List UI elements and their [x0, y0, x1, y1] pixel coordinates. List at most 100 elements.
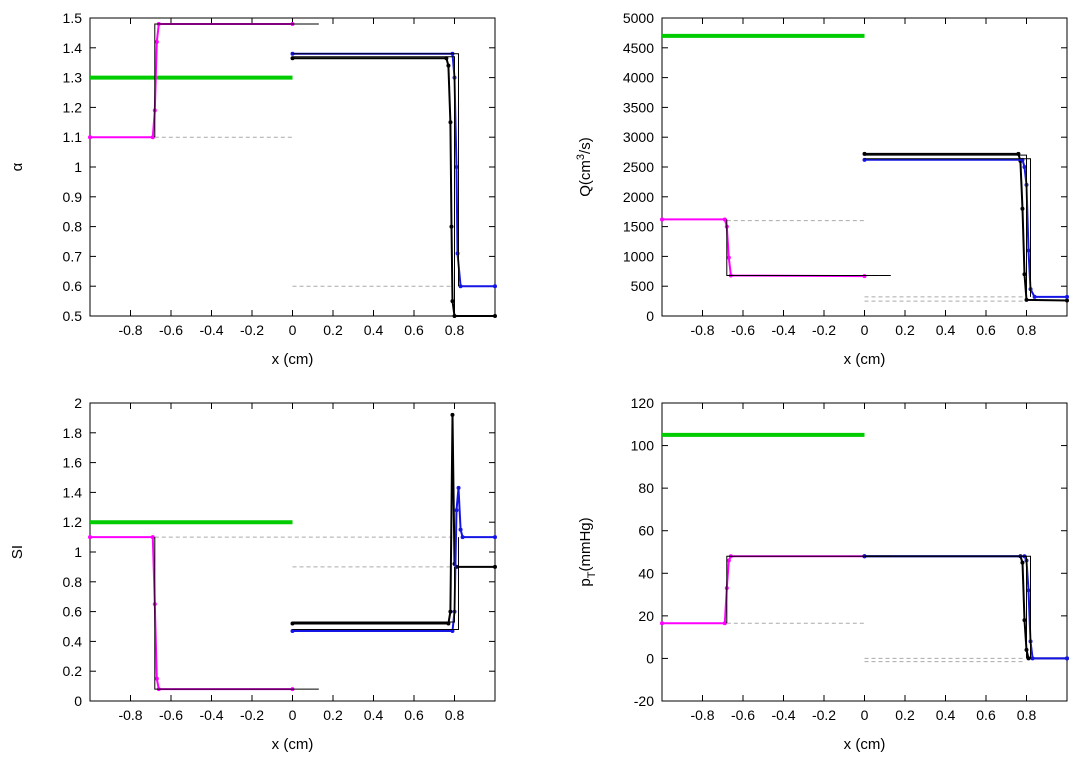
- x-tick-label: 0.8: [445, 707, 465, 723]
- series-magenta-numerical-point: [88, 535, 92, 540]
- series-blue-numerical-daughter-point: [1026, 588, 1031, 593]
- x-tick-label: 0: [289, 322, 297, 338]
- y-tick-label: 0: [646, 650, 654, 666]
- series-magenta-numerical-point: [660, 217, 664, 222]
- series-magenta-numerical-point: [88, 135, 92, 140]
- series-blue-numerical-daughter-point: [493, 535, 497, 540]
- x-tick-label: 0.8: [1017, 707, 1037, 723]
- series-blue-numerical-daughter-point: [458, 284, 463, 289]
- chart-alpha: -0.8 -0.6 -0.4 -0.2 0 0.2 0.4 0.6 0.8 0.5 0.6 0.7 0.…: [9, 10, 497, 368]
- series-magenta-numerical-point: [150, 535, 155, 540]
- series-magenta-numerical-point: [722, 217, 727, 222]
- x-tick-label: 0.2: [323, 322, 343, 338]
- y-tick-label: 80: [638, 480, 654, 496]
- x-tick-label: -0.2: [240, 707, 264, 723]
- series-magenta-numerical-point: [660, 621, 664, 626]
- series-black-numerical-daughter-line: [292, 414, 495, 625]
- x-tick-label: 0: [861, 707, 869, 723]
- y-tick-label: 1000: [623, 248, 654, 264]
- series-exact-parent-line: [726, 219, 891, 276]
- series-magenta-numerical-point: [154, 39, 159, 44]
- series-exact-daughter-2-line: [864, 555, 1031, 659]
- x-tick-label: 0: [861, 322, 869, 338]
- x-tick-label: 0.2: [323, 707, 343, 723]
- y-tick-label: 0: [74, 693, 82, 709]
- y-tick-label: 0.6: [63, 604, 83, 620]
- y-tick-label: 1.3: [63, 70, 83, 86]
- y-tick-label: 1.5: [63, 10, 83, 26]
- y-tick-label: 4500: [623, 40, 654, 56]
- y-tick-label: 5000: [623, 10, 654, 26]
- series-magenta-numerical-line: [662, 555, 865, 625]
- series-magenta-numerical-point: [154, 676, 159, 681]
- x-axis-label: x (cm): [844, 736, 886, 753]
- series-blue-numerical-daughter-point: [1032, 294, 1037, 299]
- x-tick-label: 0.2: [895, 322, 915, 338]
- series-exact-daughter-line: [292, 56, 455, 316]
- x-tick-label: 0: [289, 707, 297, 723]
- chart-pT: -0.8 -0.6 -0.4 -0.2 0 0.2 0.4 0.6 0.8 -20 0 20 40 60 8…: [577, 395, 1069, 753]
- x-tick-label: 0.4: [364, 707, 384, 723]
- y-tick-label: -20: [634, 693, 654, 709]
- x-tick-label: -0.8: [690, 707, 714, 723]
- series-black-numerical-daughter-point: [493, 314, 497, 318]
- y-tick-label: 0.5: [63, 308, 83, 324]
- chart-SI: -0.8 -0.6 -0.4 -0.2 0 0.2 0.4 0.6 0.8 0 0.2 0.4 0.6 0…: [9, 395, 497, 753]
- x-tick-label: -0.4: [771, 322, 795, 338]
- x-tick-label: -0.8: [690, 322, 714, 338]
- series-blue-numerical-daughter-point: [493, 284, 497, 289]
- series-black-numerical-daughter-point: [1065, 298, 1069, 303]
- y-tick-label: 1.4: [63, 40, 83, 56]
- x-tick-label: -0.6: [731, 707, 755, 723]
- x-tick-label: 0.6: [976, 322, 996, 338]
- x-tick-label: 0.6: [976, 707, 996, 723]
- x-tick-label: -0.2: [240, 322, 264, 338]
- series-black-numerical-daughter-point: [446, 621, 451, 626]
- y-tick-label: 2: [74, 395, 82, 411]
- series-blue-numerical-daughter-point: [454, 165, 459, 169]
- series-blue-numerical-daughter-point: [1022, 165, 1027, 169]
- series-black-numerical-daughter-point: [1022, 272, 1027, 277]
- y-tick-label: 1.4: [63, 484, 83, 500]
- x-tick-label: 0.6: [404, 707, 424, 723]
- series-black-numerical-daughter-line: [864, 555, 1067, 660]
- y-tick-label: 2000: [623, 189, 654, 205]
- series-blue-numerical-daughter-point: [1065, 656, 1069, 661]
- x-tick-label: -0.6: [731, 322, 755, 338]
- x-tick-label: 0.8: [445, 322, 465, 338]
- series-magenta-numerical-point: [722, 621, 727, 626]
- x-tick-label: -0.2: [812, 707, 836, 723]
- series-magenta-numerical-line: [90, 536, 293, 691]
- y-tick-label: 40: [638, 565, 654, 581]
- series-magenta-numerical-line: [662, 218, 865, 278]
- y-tick-label: 0.4: [63, 633, 83, 649]
- plot-frame: [89, 402, 496, 702]
- series-blue-numerical-daughter-point: [456, 485, 461, 490]
- series-blue-numerical-daughter-line: [292, 52, 495, 288]
- series-black-numerical-daughter-point: [493, 564, 497, 569]
- x-axis-label: x (cm): [272, 736, 314, 753]
- series-blue-numerical-daughter-point: [1065, 294, 1069, 299]
- series-exact-parent-line: [154, 537, 319, 690]
- series-black-numerical-daughter-point: [444, 56, 449, 61]
- series-magenta-numerical-point: [862, 274, 867, 279]
- series-exact-parent-line: [154, 23, 319, 138]
- x-tick-label: 0.6: [404, 322, 424, 338]
- x-tick-label: -0.6: [159, 322, 183, 338]
- y-axis-label-main: Q(cm: [577, 160, 594, 197]
- series-black-numerical-daughter-point: [449, 224, 454, 229]
- x-tick-label: -0.2: [812, 322, 836, 338]
- y-tick-label: 1.8: [63, 425, 83, 441]
- x-tick-label: -0.4: [199, 322, 223, 338]
- series-blue-numerical-daughter-point: [1026, 248, 1031, 253]
- y-tick-label: 0.2: [63, 663, 83, 679]
- y-axis-label-main: α: [9, 162, 26, 171]
- series-exact-daughter-2-line: [292, 537, 459, 630]
- x-tick-label: 0.2: [895, 707, 915, 723]
- series-blue-numerical-daughter-line: [292, 487, 495, 632]
- series-magenta-numerical-point: [150, 135, 155, 140]
- y-tick-label: 1.6: [63, 455, 83, 471]
- x-axis-label: x (cm): [844, 351, 886, 368]
- y-axis-label-main: SI: [9, 545, 26, 559]
